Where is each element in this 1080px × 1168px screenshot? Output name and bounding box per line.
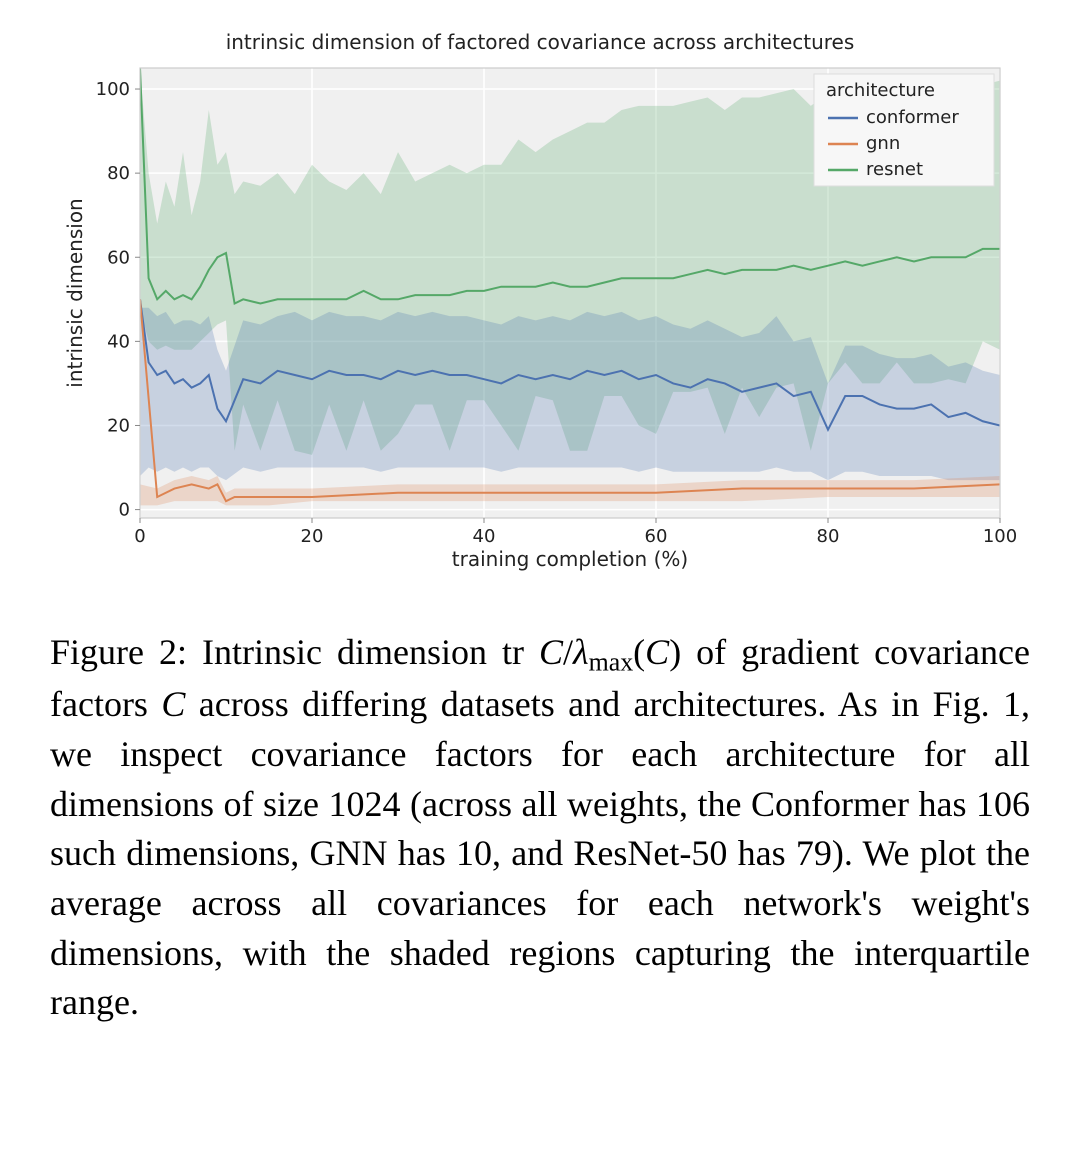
- ytick-label: 60: [107, 247, 130, 268]
- caption-rest: across differing datasets and architectu…: [50, 684, 1030, 1022]
- y-axis-label: intrinsic dimension: [63, 198, 87, 387]
- caption-label: Figure 2:: [50, 632, 187, 672]
- chart-area: 0 20 40 60 80 100 0 20 40 60 80 100 training complet…: [60, 58, 1020, 578]
- xtick-label: 0: [134, 526, 145, 547]
- xtick-label: 80: [817, 526, 840, 547]
- caption-expr: tr C/λmax(C): [502, 632, 681, 672]
- xtick-label: 60: [645, 526, 668, 547]
- x-axis-label: training completion (%): [452, 547, 688, 571]
- legend-title: architecture: [826, 80, 935, 101]
- figure-container: intrinsic dimension of factored covarian…: [0, 0, 1080, 1048]
- figure-caption: Figure 2: Intrinsic dimension tr C/λmax(…: [50, 628, 1030, 1028]
- ytick-label: 40: [107, 331, 130, 352]
- xtick-label: 100: [983, 526, 1017, 547]
- xtick-label: 20: [301, 526, 324, 547]
- ytick-label: 80: [107, 163, 130, 184]
- xtick-label: 40: [473, 526, 496, 547]
- chart-svg: 0 20 40 60 80 100 0 20 40 60 80 100 training complet…: [60, 58, 1020, 578]
- ytick-label: 0: [119, 500, 130, 521]
- caption-text-1: Intrinsic dimension: [187, 632, 502, 672]
- legend-label-gnn: gnn: [866, 133, 900, 154]
- ytick-label: 100: [96, 79, 130, 100]
- legend-label-conformer: conformer: [866, 107, 959, 128]
- ytick-label: 20: [107, 415, 130, 436]
- chart-title: intrinsic dimension of factored covarian…: [20, 30, 1060, 54]
- legend-label-resnet: resnet: [866, 159, 923, 180]
- caption-C: C: [161, 684, 185, 724]
